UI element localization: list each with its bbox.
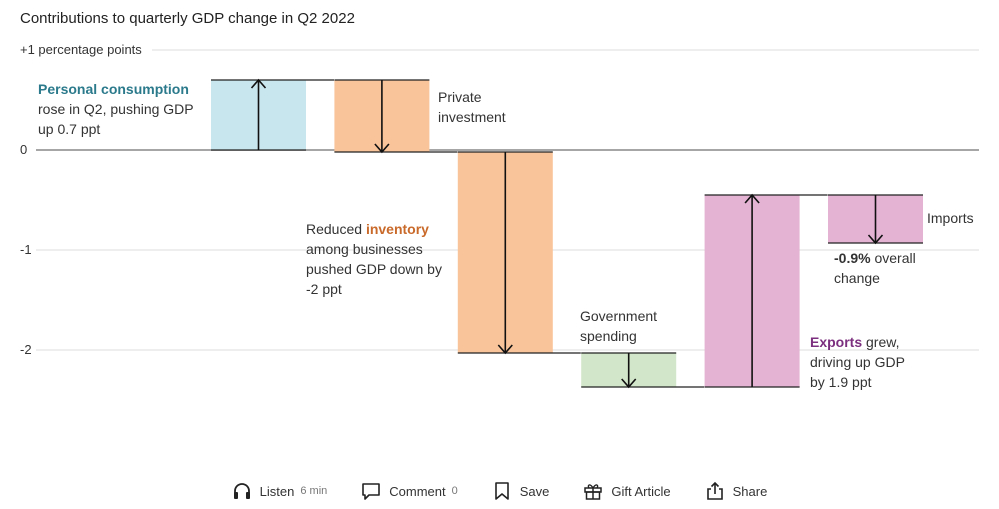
annotation-exports-line3: by 1.9 ppt bbox=[810, 374, 872, 390]
y-tick-label: +1 percentage points bbox=[20, 42, 142, 57]
annotation-imports: Imports bbox=[927, 208, 974, 228]
gdp-waterfall-chart: +1 percentage points 0 -1 -2 bbox=[20, 42, 979, 389]
gift-icon bbox=[584, 484, 603, 500]
bookmark-icon bbox=[494, 482, 509, 500]
annotation-inventory: Reduced inventory among businesses pushe… bbox=[306, 219, 442, 299]
annotation-inventory-pre: Reduced bbox=[306, 221, 366, 237]
share-icon bbox=[706, 481, 723, 500]
listen-label: Listen bbox=[259, 483, 295, 499]
comment-label: Comment bbox=[389, 483, 446, 499]
annotation-private-investment-line2: investment bbox=[438, 109, 506, 125]
annotation-exports-line2: driving up GDP bbox=[810, 354, 905, 370]
comment-button[interactable]: Comment 0 bbox=[361, 481, 458, 501]
share-button[interactable]: Share bbox=[705, 481, 768, 501]
annotation-exports-bold: Exports bbox=[810, 334, 863, 350]
listen-button[interactable]: Listen 6 min bbox=[232, 481, 328, 501]
annotation-exports-rest: grew, bbox=[862, 334, 900, 350]
annotation-inventory-line3: pushed GDP down by bbox=[306, 261, 442, 277]
comment-count: 0 bbox=[451, 485, 458, 497]
comment-icon bbox=[362, 483, 381, 500]
gift-article-button[interactable]: Gift Article bbox=[583, 481, 671, 501]
share-label: Share bbox=[732, 483, 768, 499]
annotation-overall-rest: overall bbox=[870, 250, 916, 266]
article-toolbar: Listen 6 min Comment 0 Save Gift Article… bbox=[0, 476, 999, 506]
y-tick-label: -2 bbox=[20, 342, 32, 357]
arrow-head bbox=[867, 234, 884, 245]
arrow-head bbox=[744, 193, 760, 204]
save-label: Save bbox=[519, 483, 550, 499]
annotation-government-line2: spending bbox=[580, 328, 637, 344]
annotation-overall-line2: change bbox=[834, 270, 880, 286]
annotation-personal-consumption-line2: up 0.7 ppt bbox=[38, 121, 101, 137]
arrow-head bbox=[250, 78, 267, 89]
headphones-icon bbox=[233, 483, 250, 499]
annotation-private-investment: Private investment bbox=[438, 87, 506, 127]
annotation-overall-change: -0.9% overall change bbox=[834, 248, 916, 288]
annotation-private-investment-line1: Private bbox=[438, 89, 482, 105]
annotation-inventory-line4: -2 ppt bbox=[306, 281, 342, 297]
gift-article-label: Gift Article bbox=[611, 483, 671, 499]
annotation-inventory-bold: inventory bbox=[365, 221, 429, 237]
annotation-overall-bold: -0.9% bbox=[834, 250, 871, 266]
annotation-government-line1: Government bbox=[580, 308, 658, 324]
arrow-head bbox=[374, 143, 390, 154]
annotation-inventory-line2: among businesses bbox=[306, 241, 423, 257]
annotation-exports: Exports grew, driving up GDP by 1.9 ppt bbox=[810, 332, 905, 392]
arrow-head bbox=[621, 378, 637, 389]
chart-title: Contributions to quarterly GDP change in… bbox=[20, 10, 355, 27]
y-tick-label: 0 bbox=[20, 142, 27, 157]
annotation-personal-consumption-line1: rose in Q2, pushing GDP bbox=[38, 101, 194, 117]
y-tick-label: -1 bbox=[20, 242, 32, 257]
annotation-government: Government spending bbox=[580, 306, 657, 346]
annotation-personal-consumption: Personal consumption rose in Q2, pushing… bbox=[38, 79, 194, 139]
save-button[interactable]: Save bbox=[492, 481, 550, 501]
annotation-imports-line1: Imports bbox=[927, 210, 974, 226]
listen-duration: 6 min bbox=[300, 485, 328, 497]
arrow-head bbox=[497, 344, 513, 355]
annotation-personal-consumption-bold: Personal consumption bbox=[38, 81, 189, 97]
